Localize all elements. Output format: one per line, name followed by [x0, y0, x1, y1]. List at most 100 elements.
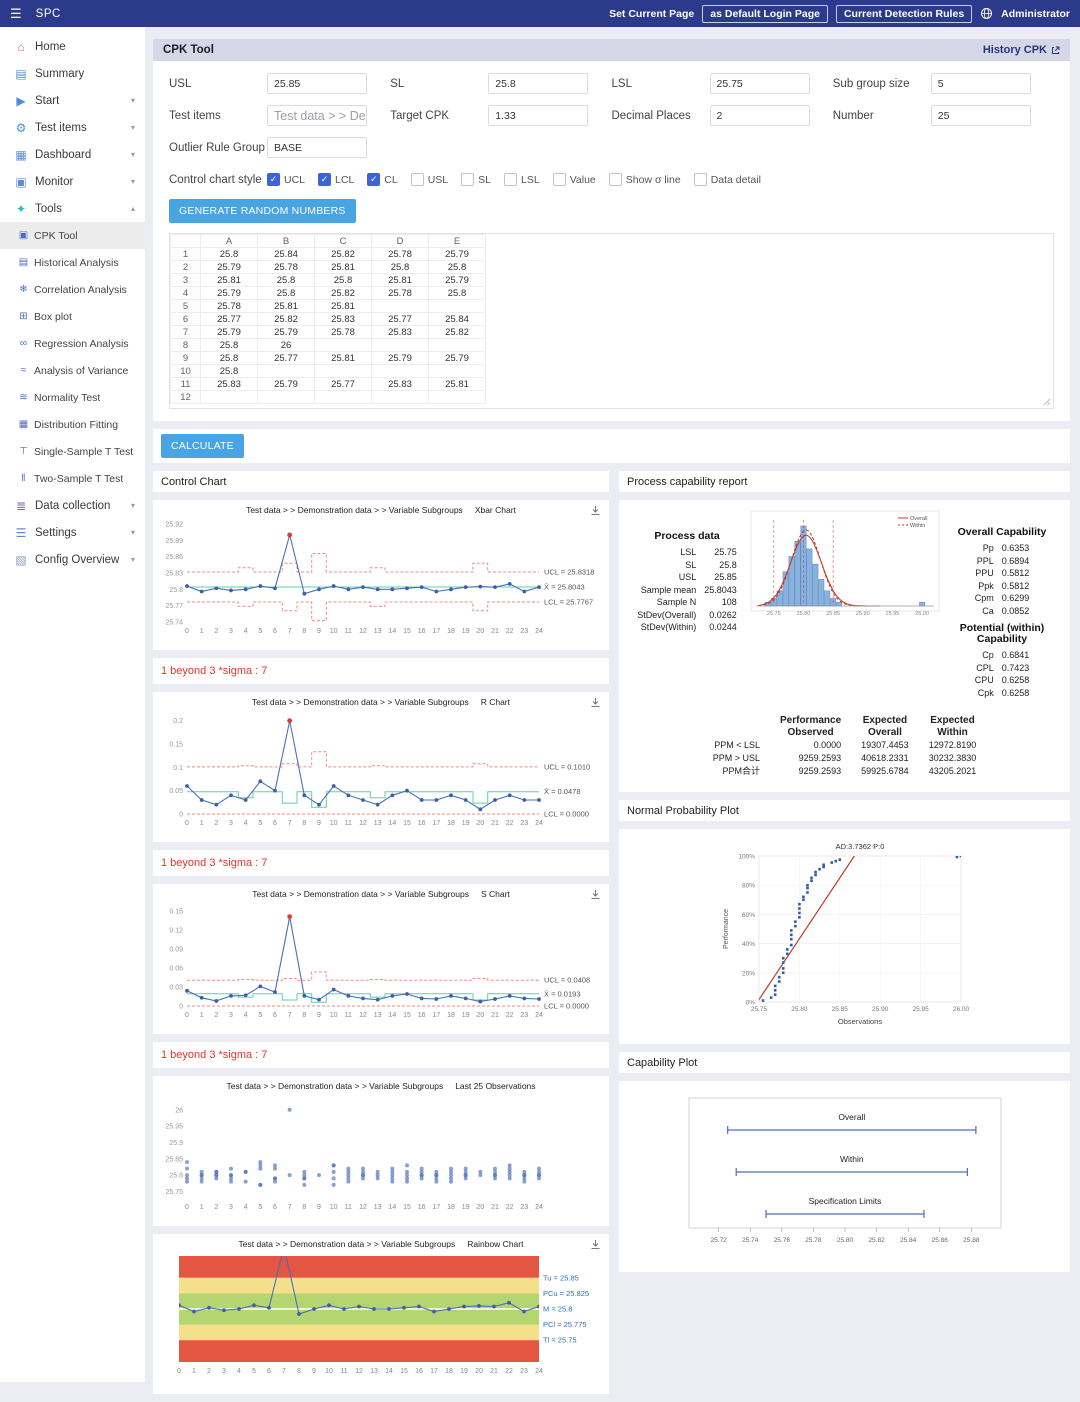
resize-handle-icon[interactable]	[1041, 396, 1051, 406]
table-cell[interactable]: 25.77	[257, 351, 315, 365]
row-number[interactable]: 9	[170, 351, 201, 365]
row-number[interactable]: 8	[170, 338, 201, 352]
calculate-button[interactable]: CALCULATE	[161, 434, 244, 458]
unchecked-checkbox-icon[interactable]	[410, 173, 424, 186]
table-cell[interactable]: 25.81	[314, 299, 372, 313]
table-cell[interactable]: 25.8	[314, 273, 372, 287]
table-cell[interactable]: 25.82	[314, 247, 372, 261]
table-cell[interactable]: 25.79	[200, 286, 258, 300]
sidebar-subitem-historical-analysis[interactable]: ▤ Historical Analysis	[0, 249, 145, 276]
table-cell[interactable]	[314, 364, 372, 378]
table-cell[interactable]: 25.77	[200, 312, 258, 326]
sidebar-item-home[interactable]: ⌂ Home	[0, 33, 145, 60]
table-cell[interactable]: 25.77	[314, 377, 372, 391]
download-icon[interactable]	[590, 697, 601, 708]
table-cell[interactable]	[428, 390, 486, 404]
column-header-c[interactable]: C	[314, 234, 372, 248]
table-cell[interactable]: 25.81	[314, 260, 372, 274]
sidebar-item-settings[interactable]: ☰ Settings ▾	[0, 519, 145, 546]
detection-rules-button[interactable]: Current Detection Rules	[835, 4, 973, 23]
table-cell[interactable]: 25.77	[371, 312, 429, 326]
data-table[interactable]: A B C D E 1 25.8 25.84 25.82 25.78 25.79 2 25.79 25.7…	[170, 234, 486, 404]
table-cell[interactable]: 25.78	[371, 286, 429, 300]
table-cell[interactable]: 25.81	[257, 299, 315, 313]
sidebar-item-data-collection[interactable]: ≣ Data collection ▾	[0, 492, 145, 519]
checkbox-cl[interactable]: ✓ CL	[367, 173, 398, 186]
decimal-places-input[interactable]: 2	[709, 105, 810, 126]
default-login-page-button[interactable]: as Default Login Page	[702, 4, 828, 23]
table-cell[interactable]	[371, 299, 429, 313]
table-cell[interactable]: 25.79	[428, 351, 486, 365]
checkbox-value[interactable]: Value	[552, 173, 596, 186]
sub-group-size-input[interactable]: 5	[930, 73, 1031, 94]
column-header-e[interactable]: E	[428, 234, 486, 248]
table-cell[interactable]: 25.78	[200, 299, 258, 313]
sidebar-subitem-correlation-analysis[interactable]: ❄ Correlation Analysis	[0, 276, 145, 303]
table-cell[interactable]: 25.83	[314, 312, 372, 326]
sidebar-item-test-items[interactable]: ⚙ Test items ▾	[0, 114, 145, 141]
sidebar-item-start[interactable]: ▶ Start ▾	[0, 87, 145, 114]
table-cell[interactable]: 25.79	[200, 260, 258, 274]
checkbox-lsl[interactable]: LSL	[504, 173, 540, 186]
download-icon[interactable]	[590, 889, 601, 900]
table-cell[interactable]	[257, 364, 315, 378]
table-cell[interactable]: 25.82	[314, 286, 372, 300]
sidebar-subitem-normality-test[interactable]: ≋ Normality Test	[0, 384, 145, 411]
table-cell[interactable]	[314, 390, 372, 404]
checkbox-sl[interactable]: SL	[461, 173, 491, 186]
checkbox-ucl[interactable]: ✓ UCL	[267, 173, 305, 186]
table-cell[interactable]: 25.8	[200, 364, 258, 378]
table-cell[interactable]: 25.84	[257, 247, 315, 261]
table-cell[interactable]: 25.79	[257, 377, 315, 391]
table-cell[interactable]: 26	[257, 338, 315, 352]
test-items-input[interactable]: Test data > > Demo	[267, 105, 367, 126]
table-cell[interactable]: 25.8	[200, 247, 258, 261]
sidebar-item-dashboard[interactable]: ▦ Dashboard ▾	[0, 141, 145, 168]
menu-icon[interactable]: ☰	[10, 5, 22, 21]
row-number[interactable]: 2	[170, 260, 201, 274]
history-cpk-link[interactable]: History CPK	[983, 44, 1060, 56]
column-header-d[interactable]: D	[371, 234, 429, 248]
table-cell[interactable]: 25.8	[428, 286, 486, 300]
table-cell[interactable]	[371, 338, 429, 352]
sl-input[interactable]: 25.8	[488, 73, 589, 94]
checkbox-show-line[interactable]: Show σ line	[608, 173, 681, 186]
checked-checkbox-icon[interactable]: ✓	[367, 173, 381, 186]
row-number[interactable]: 4	[170, 286, 201, 300]
table-cell[interactable]	[314, 338, 372, 352]
table-cell[interactable]: 25.81	[200, 273, 258, 287]
row-number[interactable]: 11	[170, 377, 201, 391]
sidebar-item-tools[interactable]: ✦ Tools ▴	[0, 195, 145, 222]
unchecked-checkbox-icon[interactable]	[608, 173, 622, 186]
row-number[interactable]: 1	[170, 247, 201, 261]
unchecked-checkbox-icon[interactable]	[693, 173, 707, 186]
sidebar-item-config-overview[interactable]: ▧ Config Overview ▾	[0, 546, 145, 573]
row-number[interactable]: 6	[170, 312, 201, 326]
table-cell[interactable]: 25.79	[200, 325, 258, 339]
table-cell[interactable]: 25.78	[314, 325, 372, 339]
row-number[interactable]: 7	[170, 325, 201, 339]
sidebar-subitem-single-sample-t-test[interactable]: ⊤ Single-Sample T Test	[0, 438, 145, 465]
table-cell[interactable]: 25.83	[200, 377, 258, 391]
table-cell[interactable]: 25.8	[200, 351, 258, 365]
column-header-b[interactable]: B	[257, 234, 315, 248]
table-cell[interactable]: 25.79	[371, 351, 429, 365]
checkbox-lcl[interactable]: ✓ LCL	[318, 173, 354, 186]
checked-checkbox-icon[interactable]: ✓	[318, 173, 332, 186]
download-icon[interactable]	[590, 505, 601, 516]
sidebar-subitem-analysis-of-variance[interactable]: ≈ Analysis of Variance	[0, 357, 145, 384]
unchecked-checkbox-icon[interactable]	[504, 173, 517, 186]
usl-input[interactable]: 25.85	[267, 73, 367, 94]
table-cell[interactable]: 25.82	[257, 312, 315, 326]
table-cell[interactable]: 25.8	[257, 273, 315, 287]
table-cell[interactable]	[371, 364, 429, 378]
outlier-rule-group-input[interactable]: BASE	[267, 137, 367, 158]
row-number[interactable]: 10	[170, 364, 201, 378]
checkbox-data-detail[interactable]: Data detail	[693, 173, 761, 186]
sidebar-item-summary[interactable]: ▤ Summary	[0, 60, 145, 87]
row-number[interactable]: 3	[170, 273, 201, 287]
data-table-container[interactable]: A B C D E 1 25.8 25.84 25.82 25.78 25.79 2 25.79 25.7…	[169, 233, 1054, 409]
table-cell[interactable]: 25.78	[371, 247, 429, 261]
set-current-page-button[interactable]: Set Current Page	[609, 7, 695, 20]
table-cell[interactable]: 25.81	[371, 273, 429, 287]
